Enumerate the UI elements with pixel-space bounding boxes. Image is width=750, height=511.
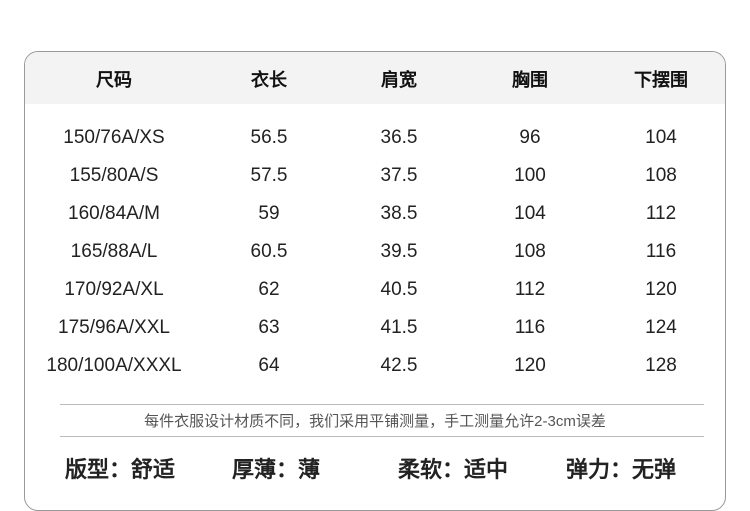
table-cell: 104 (645, 127, 677, 148)
table-cell: 104 (514, 203, 546, 224)
table-cell: 155/80A/S (69, 165, 159, 186)
table-cell: 108 (645, 165, 677, 186)
table-cell: 96 (519, 127, 541, 148)
table-cell: 39.5 (380, 241, 418, 262)
column-header: 胸围 (512, 70, 548, 90)
table-header (25, 52, 725, 104)
table-cell: 56.5 (250, 127, 288, 148)
table-cell: 37.5 (380, 165, 418, 186)
table-cell: 63 (258, 317, 280, 338)
column-header: 衣长 (251, 70, 287, 90)
attribute-fit: 版型：舒适 (65, 457, 176, 482)
divider (60, 404, 704, 405)
table-cell: 59 (258, 203, 280, 224)
table-cell: 124 (645, 317, 677, 338)
measurement-note: 每件衣服设计材质不同，我们采用平铺测量，手工测量允许2-3cm误差 (144, 413, 606, 430)
table-cell: 36.5 (380, 127, 418, 148)
table-cell: 128 (645, 355, 677, 376)
table-cell: 170/92A/XL (64, 279, 164, 300)
table-cell: 108 (514, 241, 546, 262)
table-cell: 57.5 (250, 165, 288, 186)
table-cell: 64 (258, 355, 280, 376)
table-cell: 41.5 (380, 317, 418, 338)
table-cell: 180/100A/XXXL (46, 355, 182, 376)
table-cell: 38.5 (380, 203, 418, 224)
table-cell: 112 (514, 279, 546, 300)
table-cell: 112 (645, 203, 677, 224)
divider (60, 436, 704, 437)
attribute-thickness: 厚薄：薄 (232, 457, 321, 482)
table-cell: 150/76A/XS (63, 127, 165, 148)
table-cell: 175/96A/XXL (58, 317, 170, 338)
attribute-elasticity: 弹力：无弹 (566, 457, 677, 482)
column-header: 尺码 (96, 70, 132, 90)
table-cell: 116 (514, 317, 546, 338)
attribute-softness: 柔软：适中 (398, 457, 509, 482)
table-cell: 120 (645, 279, 677, 300)
column-header: 下摆围 (634, 70, 688, 90)
table-cell: 40.5 (380, 279, 418, 300)
table-cell: 62 (258, 279, 280, 300)
table-cell: 60.5 (250, 241, 288, 262)
table-cell: 120 (514, 355, 546, 376)
table-cell: 100 (514, 165, 546, 186)
size-chart: 尺码 衣长 肩宽 胸围 下摆围 150/76A/XS 56.5 36.5 96 104 155/80… (24, 51, 726, 511)
table-cell: 42.5 (380, 355, 418, 376)
table-cell: 116 (645, 241, 677, 262)
table-cell: 165/88A/L (70, 241, 158, 262)
table-cell: 160/84A/M (68, 203, 160, 224)
column-header: 肩宽 (381, 70, 417, 90)
